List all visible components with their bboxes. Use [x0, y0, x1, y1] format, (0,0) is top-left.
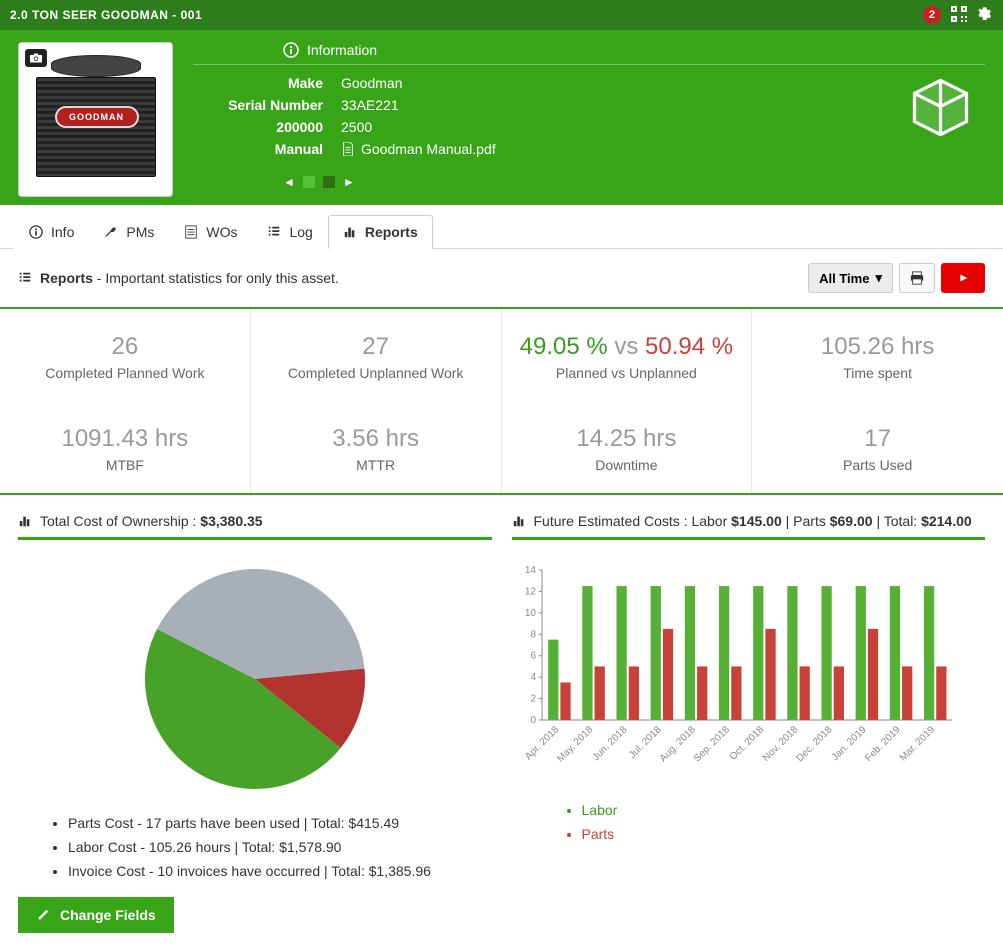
svg-text:8: 8 [530, 629, 536, 640]
stat-cell: 14.25 hrsDowntime [502, 401, 753, 493]
make-label: Make [193, 75, 323, 91]
serial-label: Serial Number [193, 97, 323, 113]
future-costs-panel: Future Estimated Costs : Labor $145.00 |… [512, 513, 986, 933]
cost-line: Parts Cost - 17 parts have been used | T… [68, 812, 492, 836]
tco-title: Total Cost of Ownership : $3,380.35 [40, 513, 263, 529]
svg-text:Jun. 2018: Jun. 2018 [590, 724, 629, 763]
svg-text:14: 14 [524, 565, 536, 576]
stat-cell: 105.26 hrsTime spent [752, 309, 1003, 401]
stat-cell: 1091.43 hrsMTBF [0, 401, 251, 493]
svg-text:6: 6 [530, 651, 536, 662]
stat-cell: 17Parts Used [752, 401, 1003, 493]
chart-icon [18, 514, 32, 528]
asset-image[interactable]: GOODMAN [18, 42, 173, 197]
svg-text:Sep. 2018: Sep. 2018 [692, 724, 732, 764]
serial-value: 33AE221 [341, 97, 985, 113]
svg-text:Aug. 2018: Aug. 2018 [657, 724, 697, 764]
cost-line: Labor Cost - 105.26 hours | Total: $1,57… [68, 836, 492, 860]
tab-wos[interactable]: WOs [169, 215, 252, 249]
manual-label: Manual [193, 141, 323, 157]
svg-text:4: 4 [530, 672, 536, 683]
pager-dot-1[interactable] [303, 176, 315, 188]
legend-labor: Labor [582, 799, 986, 823]
svg-text:May. 2018: May. 2018 [555, 724, 596, 765]
make-value: Goodman [341, 75, 985, 91]
asset-cube-icon [908, 75, 973, 143]
tco-cost-list: Parts Cost - 17 parts have been used | T… [18, 812, 492, 883]
legend-parts: Parts [582, 823, 986, 847]
tco-panel: Total Cost of Ownership : $3,380.35 Part… [18, 513, 492, 933]
pager-prev[interactable]: ◄ [283, 175, 295, 189]
stat-cell: 27Completed Unplanned Work [251, 309, 502, 401]
tab-log[interactable]: Log [252, 215, 327, 249]
svg-text:Dec. 2018: Dec. 2018 [794, 724, 834, 764]
svg-text:0: 0 [530, 715, 536, 726]
stat-cell: 26Completed Planned Work [0, 309, 251, 401]
tab-bar: Info PMs WOs Log Reports [0, 205, 1003, 249]
list-icon [18, 271, 32, 285]
future-legend: Labor Parts [512, 799, 986, 847]
cost-line: Invoice Cost - 10 invoices have occurred… [68, 860, 492, 884]
tab-pms[interactable]: PMs [89, 215, 169, 249]
gear-icon[interactable] [977, 6, 993, 25]
code-value: 2500 [341, 119, 985, 135]
svg-text:Feb. 2019: Feb. 2019 [863, 724, 903, 764]
video-help-button[interactable] [941, 263, 985, 293]
stat-cell: 3.56 hrsMTTR [251, 401, 502, 493]
svg-text:10: 10 [524, 608, 536, 619]
future-costs-title: Future Estimated Costs : Labor $145.00 |… [534, 513, 972, 529]
manual-link[interactable]: Goodman Manual.pdf [341, 141, 985, 157]
info-section-title: Information [307, 42, 377, 58]
brand-badge: GOODMAN [55, 106, 139, 128]
stat-cell: 49.05 % vs 50.94 %Planned vs Unplanned [502, 309, 753, 401]
notification-badge[interactable]: 2 [923, 6, 941, 24]
change-fields-button[interactable]: Change Fields [18, 897, 174, 933]
stats-grid: 26Completed Planned Work27Completed Unpl… [0, 309, 1003, 495]
svg-text:12: 12 [524, 586, 536, 597]
print-button[interactable] [899, 263, 935, 293]
code-label: 200000 [193, 119, 323, 135]
tab-info[interactable]: Info [14, 215, 89, 249]
chart-icon [512, 514, 526, 528]
reports-title: Reports - Important statistics for only … [40, 270, 339, 286]
pager-next[interactable]: ► [343, 175, 355, 189]
tco-pie-chart [140, 564, 370, 794]
svg-text:2: 2 [530, 694, 536, 705]
info-pager[interactable]: ◄ ► [193, 175, 985, 189]
time-filter-dropdown[interactable]: All Time▾ [808, 263, 893, 293]
pager-dot-2[interactable] [323, 176, 335, 188]
svg-text:Mar. 2019: Mar. 2019 [897, 724, 937, 764]
qr-icon[interactable] [951, 6, 967, 25]
future-bar-chart: 02468101214Apr. 2018May. 2018Jun. 2018Ju… [512, 560, 957, 790]
page-title: 2.0 TON SEER GOODMAN - 001 [10, 8, 202, 22]
info-icon [283, 42, 299, 58]
tab-reports[interactable]: Reports [328, 215, 433, 249]
